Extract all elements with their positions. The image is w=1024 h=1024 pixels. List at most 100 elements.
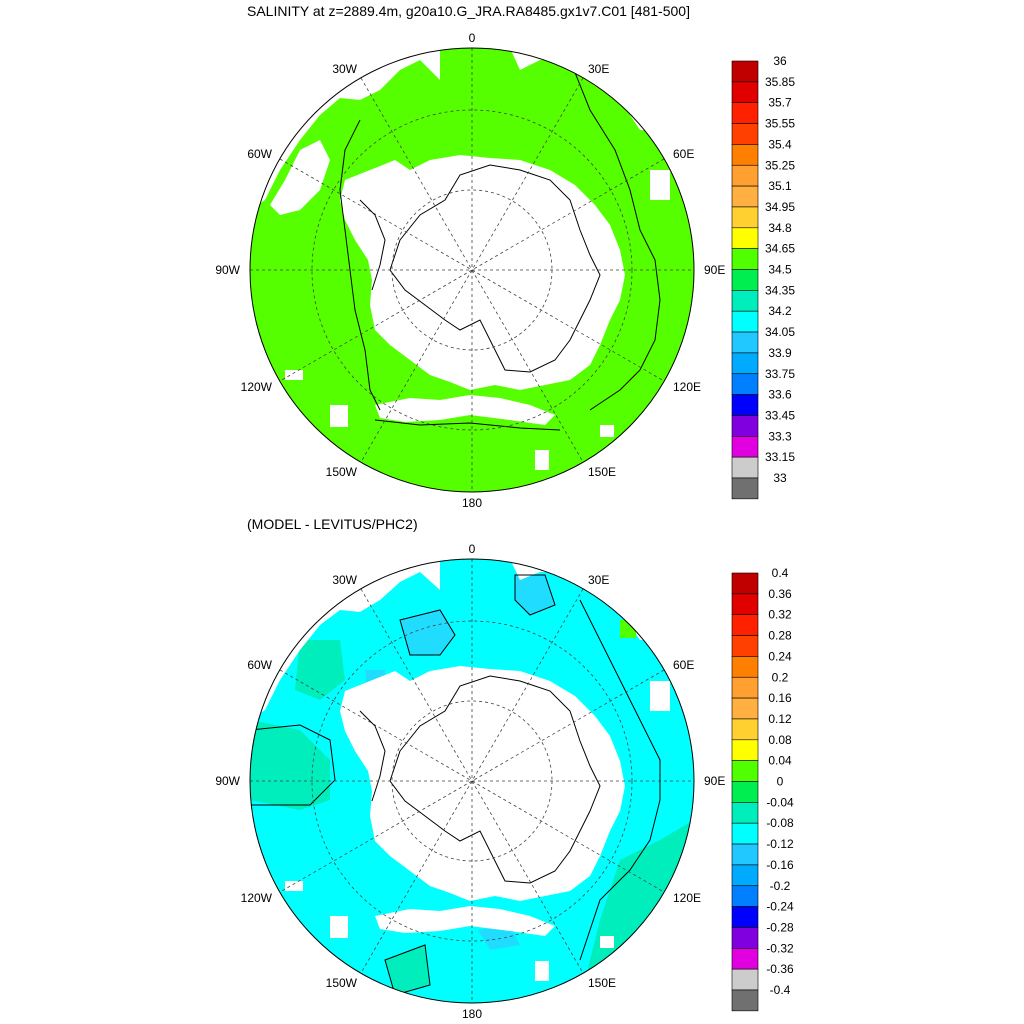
bottom-lon-label-90e: 90E [704, 774, 725, 788]
top-lon-label-60w: 60W [247, 147, 272, 161]
bottom-colorbar-label: -0.16 [766, 858, 794, 872]
top-colorbar-label: 35.55 [765, 117, 795, 131]
bottom-colorbar: 0.4 0.36 0.32 0.28 0.24 0.2 0.16 0.12 0.08 0.04 0 -… [731, 566, 794, 1012]
bottom-colorbar-label: -0.08 [766, 816, 794, 830]
bottom-colorbar-label: 0.4 [772, 566, 789, 580]
bottom-colorbar-label: -0.28 [766, 920, 794, 934]
bottom-colorbar-box [731, 927, 759, 949]
top-ross-sea-mask [375, 395, 555, 425]
bottom-colorbar-label: 0.28 [768, 629, 792, 643]
bottom-colorbar-label: -0.12 [766, 837, 794, 851]
bottom-colorbar-box [731, 802, 759, 824]
bottom-map-border [249, 558, 695, 1004]
top-antarctic-coastline [389, 164, 601, 373]
top-lon-label-150e: 150E [588, 465, 616, 479]
bottom-colorbar-label: -0.04 [766, 795, 794, 809]
top-colorbar-box [731, 227, 759, 249]
bottom-colorbar-label: 0.24 [768, 649, 792, 663]
top-longitude-labels: 0 180 90W 90E 30W 60W 30E 60E 120W 150W … [215, 31, 725, 510]
bottom-colorbar-box [731, 572, 759, 595]
bottom-lon-label-180: 180 [462, 1007, 482, 1021]
top-panel-title: SALINITY at z=2889.4m, g20a10.G_JRA.RA84… [247, 3, 690, 19]
top-colorbar-box [731, 60, 759, 83]
top-colorbar-label: 34.65 [765, 242, 795, 256]
bottom-colorbar-box [731, 989, 759, 1012]
bottom-colorbar-label: 0.04 [768, 754, 792, 768]
top-colorbar-label: 33.45 [765, 408, 795, 422]
bottom-colorbar-box [731, 635, 759, 657]
bottom-colorbar-box [731, 697, 759, 720]
top-colorbar-box [731, 352, 759, 375]
bottom-colorbar-box [731, 656, 759, 678]
top-lon-label-90w: 90W [215, 263, 240, 277]
top-colorbar-label: 35.85 [765, 75, 795, 89]
top-colorbar-box [731, 435, 759, 458]
top-colorbar-box [731, 290, 759, 312]
top-colorbar-label: 34.8 [768, 221, 792, 235]
bottom-colorbar-box [731, 676, 759, 699]
bottom-colorbar-label: 0.08 [768, 733, 792, 747]
top-lon-label-30w: 30W [332, 62, 357, 76]
top-colorbar-label: 33.75 [765, 367, 795, 381]
top-colorbar-box [731, 123, 759, 145]
bottom-colorbar-box [731, 739, 759, 761]
top-lon-label-0: 0 [469, 31, 476, 45]
bottom-colorbar-box [731, 614, 759, 636]
top-colorbar-box [731, 269, 759, 291]
bottom-colorbar-box [731, 885, 759, 907]
bottom-colorbar-box [731, 968, 759, 991]
top-colorbar-box [731, 248, 759, 270]
bottom-map [249, 558, 695, 1004]
bottom-colorbar-label: 0.36 [768, 587, 792, 601]
top-colorbar-box [731, 144, 759, 166]
bottom-lon-label-150w: 150W [326, 976, 358, 990]
bottom-lon-label-0: 0 [469, 542, 476, 556]
bottom-colorbar-label: 0.12 [768, 712, 792, 726]
bottom-colorbar-label: 0 [777, 775, 784, 789]
bottom-colorbar-label: -0.24 [766, 900, 794, 914]
top-colorbar-label: 36 [773, 54, 787, 68]
bottom-lon-label-30w: 30W [332, 573, 357, 587]
top-colorbar-box [731, 415, 759, 437]
top-colorbar-box [731, 456, 759, 479]
top-colorbar-box [731, 81, 759, 103]
bottom-longitude-labels: 0 180 90W 90E 30W 60W 30E 60E 120W 150W … [215, 542, 725, 1021]
top-colorbar-box [731, 310, 759, 333]
top-colorbar-box [731, 185, 759, 208]
top-colorbar-label: 33.15 [765, 450, 795, 464]
top-graticule [250, 48, 694, 492]
top-lon-label-60e: 60E [673, 147, 694, 161]
top-colorbar: 36 35.85 35.7 35.55 35.4 35.25 35.1 34.95 34.8 34… [731, 54, 795, 500]
top-lon-label-30e: 30E [588, 62, 609, 76]
bottom-colorbar-box [731, 718, 759, 741]
top-colorbar-label: 34.05 [765, 325, 795, 339]
bottom-lon-label-120e: 120E [673, 891, 701, 905]
top-colorbar-label: 35.7 [768, 96, 792, 110]
top-antarctica-mask [340, 155, 625, 390]
top-colorbar-label: 35.1 [768, 179, 792, 193]
bottom-colorbar-label: -0.4 [770, 983, 791, 997]
top-colorbar-label: 33.9 [768, 346, 792, 360]
bottom-colorbar-label: 0.32 [768, 608, 792, 622]
top-colorbar-box [731, 373, 759, 395]
bottom-colorbar-box [731, 760, 759, 782]
bottom-antarctic-coastline [389, 675, 601, 884]
bottom-antarctica-mask [340, 666, 625, 901]
top-map [249, 47, 695, 493]
bottom-lon-label-120w: 120W [241, 891, 273, 905]
top-colorbar-box [731, 206, 759, 229]
bottom-lon-label-90w: 90W [215, 774, 240, 788]
bottom-colorbar-label: -0.2 [770, 879, 791, 893]
bottom-lon-label-60w: 60W [247, 658, 272, 672]
bottom-lon-label-150e: 150E [588, 976, 616, 990]
bottom-panel-title: (MODEL - LEVITUS/PHC2) [247, 516, 418, 532]
bottom-colorbar-box [731, 947, 759, 970]
bottom-colorbar-label: -0.36 [766, 962, 794, 976]
bottom-lon-label-60e: 60E [673, 658, 694, 672]
bottom-colorbar-box [731, 906, 759, 928]
top-colorbar-box [731, 164, 759, 187]
top-lon-label-120w: 120W [241, 380, 273, 394]
top-colorbar-label: 33 [773, 471, 787, 485]
top-lon-label-90e: 90E [704, 263, 725, 277]
